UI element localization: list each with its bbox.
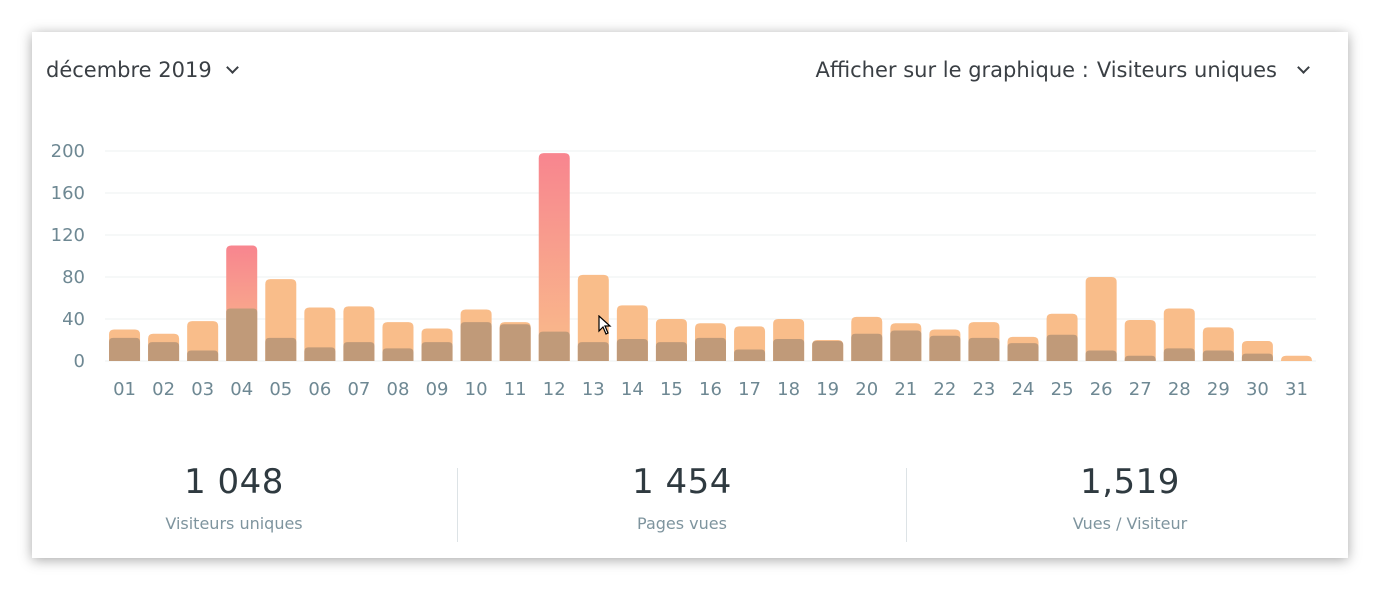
x-tick-label: 10 bbox=[465, 379, 488, 400]
x-tick-label: 20 bbox=[855, 379, 878, 400]
bar-series-2 bbox=[304, 347, 336, 361]
bar-series-2 bbox=[773, 338, 805, 361]
period-label: décembre 2019 bbox=[46, 58, 212, 82]
x-tick-label: 28 bbox=[1168, 379, 1191, 400]
bar-series-2 bbox=[1085, 350, 1117, 361]
x-tick-label: 27 bbox=[1129, 379, 1152, 400]
bar-series-2 bbox=[460, 322, 492, 361]
bar-series-2 bbox=[695, 337, 726, 361]
y-tick-label: 120 bbox=[51, 225, 85, 246]
y-tick-label: 40 bbox=[62, 309, 85, 330]
bar-series-2 bbox=[968, 337, 1000, 361]
x-tick-label: 01 bbox=[113, 379, 136, 400]
y-tick-label: 160 bbox=[51, 183, 85, 204]
x-tick-label: 04 bbox=[230, 379, 253, 400]
bar-series-2 bbox=[577, 342, 609, 361]
bar-series-1 bbox=[538, 153, 570, 361]
stat-value: 1 048 bbox=[184, 462, 284, 502]
x-tick-label: 05 bbox=[269, 379, 292, 400]
x-tick-label: 25 bbox=[1051, 379, 1074, 400]
bar-series-2 bbox=[382, 348, 414, 361]
bar-series-2 bbox=[421, 342, 453, 361]
stat-value: 1,519 bbox=[1080, 462, 1180, 502]
y-tick-label: 200 bbox=[51, 141, 85, 162]
bar-series-2 bbox=[851, 333, 883, 361]
x-tick-label: 30 bbox=[1246, 379, 1269, 400]
bar-series-2 bbox=[499, 324, 531, 361]
stat-divider bbox=[906, 468, 907, 542]
bar-series-2 bbox=[265, 337, 297, 361]
visitors-bar-chart: 0 40 80 120 160 200 01 02 03 04 05 06 07 08 09 10 11 12 1… bbox=[51, 141, 1316, 400]
stat-value: 1 454 bbox=[632, 462, 732, 502]
x-tick-label: 03 bbox=[191, 379, 214, 400]
x-tick-label: 15 bbox=[660, 379, 683, 400]
x-tick-label: 24 bbox=[1012, 379, 1035, 400]
period-selector[interactable]: décembre 2019 bbox=[46, 58, 239, 82]
bar-series-2 bbox=[734, 349, 766, 361]
bar-series-1 bbox=[577, 274, 609, 361]
x-tick-label: 26 bbox=[1090, 379, 1113, 400]
x-tick-label: 17 bbox=[738, 379, 761, 400]
bar-series-1 bbox=[1085, 277, 1117, 361]
x-tick-label: 29 bbox=[1207, 379, 1230, 400]
display-prefix: Afficher sur le graphique : bbox=[815, 58, 1089, 82]
y-tick-label: 80 bbox=[62, 267, 85, 288]
display-metric-value: Visiteurs uniques bbox=[1096, 58, 1277, 82]
x-tick-label: 12 bbox=[543, 379, 566, 400]
bar-series-2 bbox=[538, 331, 570, 361]
x-tick-label: 02 bbox=[152, 379, 175, 400]
bar-series-2 bbox=[616, 338, 648, 361]
bar-series-2 bbox=[1241, 353, 1273, 361]
bar-series-2 bbox=[1124, 355, 1156, 361]
x-tick-label: 16 bbox=[699, 379, 722, 400]
bar-series-2 bbox=[929, 335, 961, 361]
x-tick-label: 22 bbox=[933, 379, 956, 400]
bar-series-2 bbox=[187, 350, 219, 361]
bar-series-2 bbox=[148, 342, 180, 361]
chart-display-control: Afficher sur le graphique : Visiteurs un… bbox=[815, 58, 1310, 82]
bar-series-2 bbox=[890, 330, 922, 361]
x-tick-label: 14 bbox=[621, 379, 644, 400]
x-tick-label: 18 bbox=[777, 379, 800, 400]
display-metric-dropdown[interactable]: Visiteurs uniques bbox=[1096, 58, 1310, 82]
stat-label: Vues / Visiteur bbox=[1072, 514, 1188, 533]
bar-series-2 bbox=[812, 341, 844, 361]
stat-divider bbox=[457, 468, 458, 542]
bar-series-2 bbox=[343, 342, 375, 361]
mouse-cursor-icon bbox=[598, 315, 612, 335]
stat-views-per-visitor: 1,519 Vues / Visiteur bbox=[980, 462, 1280, 533]
stat-page-views: 1 454 Pages vues bbox=[532, 462, 832, 533]
y-tick-label: 0 bbox=[74, 351, 85, 372]
x-tick-label: 21 bbox=[894, 379, 917, 400]
stats-card: décembre 2019 Afficher sur le graphique … bbox=[32, 32, 1348, 558]
x-tick-label: 13 bbox=[582, 379, 605, 400]
x-tick-label: 06 bbox=[308, 379, 331, 400]
bar-series-2 bbox=[109, 337, 141, 361]
x-tick-label: 07 bbox=[347, 379, 370, 400]
x-tick-label: 11 bbox=[504, 379, 527, 400]
bar-series-2 bbox=[226, 308, 258, 361]
bar-series-2 bbox=[1046, 334, 1078, 361]
bar-series-2 bbox=[655, 342, 687, 361]
bar-series-2 bbox=[1202, 350, 1234, 361]
x-tick-label: 08 bbox=[387, 379, 410, 400]
x-tick-label: 19 bbox=[816, 379, 839, 400]
stat-unique-visitors: 1 048 Visiteurs uniques bbox=[84, 462, 384, 533]
stat-label: Visiteurs uniques bbox=[165, 514, 303, 533]
summary-stats: 1 048 Visiteurs uniques 1 454 Pages vues… bbox=[32, 462, 1348, 552]
bar-series-1 bbox=[1124, 320, 1156, 361]
x-tick-label: 31 bbox=[1285, 379, 1308, 400]
bar-series-1 bbox=[1280, 355, 1312, 361]
stat-label: Pages vues bbox=[637, 514, 727, 533]
bar-series-1 bbox=[1163, 308, 1195, 361]
x-tick-label: 09 bbox=[426, 379, 449, 400]
bar-series-2 bbox=[1163, 348, 1195, 361]
x-tick-label: 23 bbox=[972, 379, 995, 400]
bar-series-2 bbox=[1007, 343, 1039, 361]
